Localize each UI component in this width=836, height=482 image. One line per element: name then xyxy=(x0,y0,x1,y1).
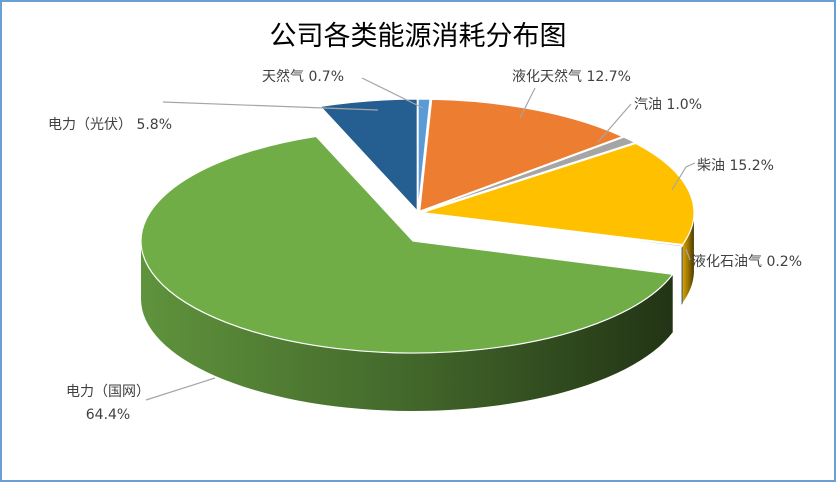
data-label-4: 液化石油气 0.2% xyxy=(692,254,802,270)
data-label-1: 液化天然气 12.7% xyxy=(512,68,631,85)
pie-slice-1 xyxy=(419,98,625,213)
pie-slice-2 xyxy=(420,136,637,213)
leader-line-2 xyxy=(597,103,632,143)
data-label-3: 柴油 15.2% xyxy=(697,158,774,174)
leader-line-1 xyxy=(519,87,536,119)
pie-slice-0 xyxy=(417,98,431,212)
leader-line-0 xyxy=(361,77,424,109)
pie-side-4 xyxy=(681,245,683,305)
data-label-6: 电力（光伏） 5.8% xyxy=(48,117,172,133)
pie-side-5 xyxy=(141,241,673,411)
data-label-0: 天然气 0.7% xyxy=(262,68,344,85)
leader-line-4 xyxy=(685,248,691,261)
pie-slice-5 xyxy=(140,135,674,354)
leader-line-5 xyxy=(145,377,216,401)
pie-slice-4 xyxy=(421,212,684,248)
pie-slice-3 xyxy=(421,142,695,246)
data-label-2: 汽油 1.0% xyxy=(634,97,702,113)
leader-line-3 xyxy=(671,162,696,191)
pie-side-3 xyxy=(682,212,694,303)
pie-slice-6 xyxy=(319,98,418,213)
data-label-5-line1: 64.4% xyxy=(86,407,130,423)
chart-title: 公司各类能源消耗分布图 xyxy=(269,21,567,52)
leader-line-6 xyxy=(162,101,379,111)
data-label-5-line0: 电力（国网） xyxy=(66,384,150,400)
